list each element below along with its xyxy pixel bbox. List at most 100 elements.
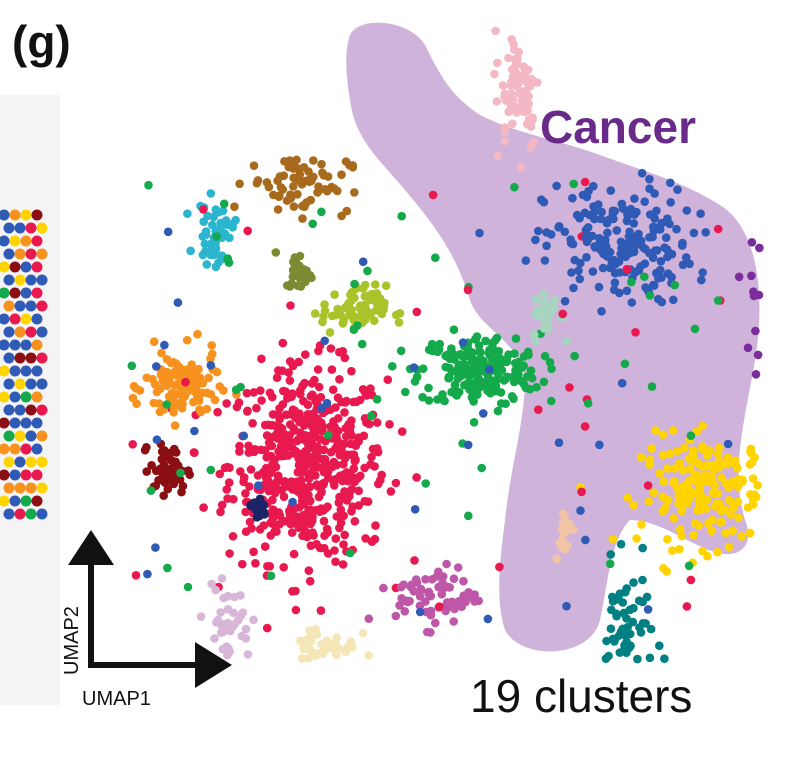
umap-point-cluster-2 [459,366,468,376]
umap-point-cluster-2 [570,351,579,361]
umap-point-cluster-9 [269,190,278,200]
umap-point-cluster-6 [636,628,646,637]
umap-point-cluster-3 [640,244,650,254]
umap-point-cluster-5 [693,506,703,515]
umap-point-cluster-16 [304,653,314,663]
tissue-spot [25,482,37,494]
umap-point-scattered [316,606,326,615]
umap-point-cluster-3 [531,235,540,245]
umap-point-scattered [670,280,679,290]
tissue-spot [14,482,26,494]
umap-point-cluster-13 [493,151,503,161]
tissue-spot [25,352,37,364]
umap-point-cluster-4 [751,370,761,379]
umap-point-scattered [350,279,359,289]
umap-point-cluster-2 [435,339,445,349]
umap-point-cluster-6 [629,603,638,613]
tissue-spot [36,456,48,468]
umap-point-cluster-3 [575,274,585,284]
umap-point-cluster-11 [163,484,173,494]
tissue-spot [3,352,15,364]
umap-point-cluster-11 [185,470,194,480]
umap-point-cluster-5 [715,457,724,466]
umap-point-cluster-16 [364,651,373,660]
umap-point-cluster-1 [322,524,332,534]
umap-point-scattered [206,465,216,475]
tissue-spots [0,209,48,520]
umap-point-scattered [640,272,649,282]
umap-point-scattered [357,339,367,349]
umap-point-cluster-5 [677,531,687,541]
umap-point-cluster-6 [624,643,634,653]
tissue-section [0,95,60,705]
umap-point-cluster-10 [371,280,380,289]
umap-point-cluster-3 [597,307,606,316]
umap-point-cluster-14 [541,298,550,308]
tissue-spot [9,261,21,273]
umap-point-cluster-1 [353,474,362,483]
umap-point-cluster-12 [364,614,374,623]
umap-point-cluster-5 [674,499,683,509]
umap-point-cluster-7 [157,348,166,358]
umap-point-cluster-7 [202,404,212,414]
umap-point-scattered [643,481,653,490]
umap-point-cluster-1 [327,365,337,374]
umap-point-cluster-15 [291,255,301,265]
umap-point-cluster-1 [341,423,351,433]
umap-point-scattered [370,534,380,544]
umap-point-cluster-9 [289,164,298,173]
umap-point-cluster-5 [728,526,737,535]
umap-point-scattered [421,479,431,488]
umap-point-cluster-9 [337,170,346,179]
umap-point-cluster-1 [349,452,359,461]
umap-point-cluster-4 [753,350,763,360]
umap-point-cluster-2 [472,359,482,368]
cancer-label: Cancer [540,101,696,153]
umap-point-cluster-2 [450,380,460,390]
umap-point-cluster-17 [241,624,251,634]
umap-point-cluster-19 [569,525,578,535]
tissue-spot [9,495,21,507]
umap-point-cluster-10 [319,312,328,321]
umap-point-cluster-10 [394,318,404,327]
umap-point-cluster-15 [288,272,298,282]
tissue-spot [25,326,37,338]
umap-point-scattered [577,487,586,497]
umap-point-cluster-3 [622,286,632,296]
umap-point-cluster-13 [512,108,521,117]
umap-point-cluster-19 [563,541,572,551]
umap-point-cluster-1 [412,473,421,482]
umap-point-cluster-5 [698,421,707,431]
umap-point-cluster-1 [323,502,332,512]
umap-point-scattered [163,563,172,573]
umap-point-cluster-13 [529,138,538,147]
tissue-spot [9,339,21,351]
umap-point-cluster-3 [645,233,654,242]
umap-point-cluster-10 [377,309,387,319]
umap-point-cluster-5 [743,503,753,512]
umap-point-cluster-9 [273,205,283,214]
umap-point-cluster-13 [507,89,516,99]
tissue-spot [0,391,10,403]
umap-point-cluster-6 [646,624,656,634]
umap-point-cluster-1 [247,524,256,533]
umap-point-scattered [176,468,185,478]
umap-point-cluster-13 [528,113,537,122]
umap-point-scattered [643,605,653,614]
umap-point-cluster-1 [361,534,370,543]
umap-point-cluster-3 [595,234,604,243]
umap-point-cluster-12 [424,587,434,597]
umap-point-cluster-2 [472,332,482,341]
tissue-spot [20,261,32,273]
umap-point-scattered [128,440,137,449]
umap-point-scattered [581,535,590,545]
umap-point-cluster-1 [340,398,350,407]
umap-point-cluster-9 [230,202,239,211]
umap-point-cluster-6 [655,641,664,650]
umap-point-cluster-1 [310,375,319,385]
umap-point-cluster-12 [391,611,401,621]
tissue-spot [0,365,10,377]
umap-point-scattered [583,399,593,408]
umap-point-cluster-1 [331,557,340,566]
umap-point-scattered [236,382,245,392]
